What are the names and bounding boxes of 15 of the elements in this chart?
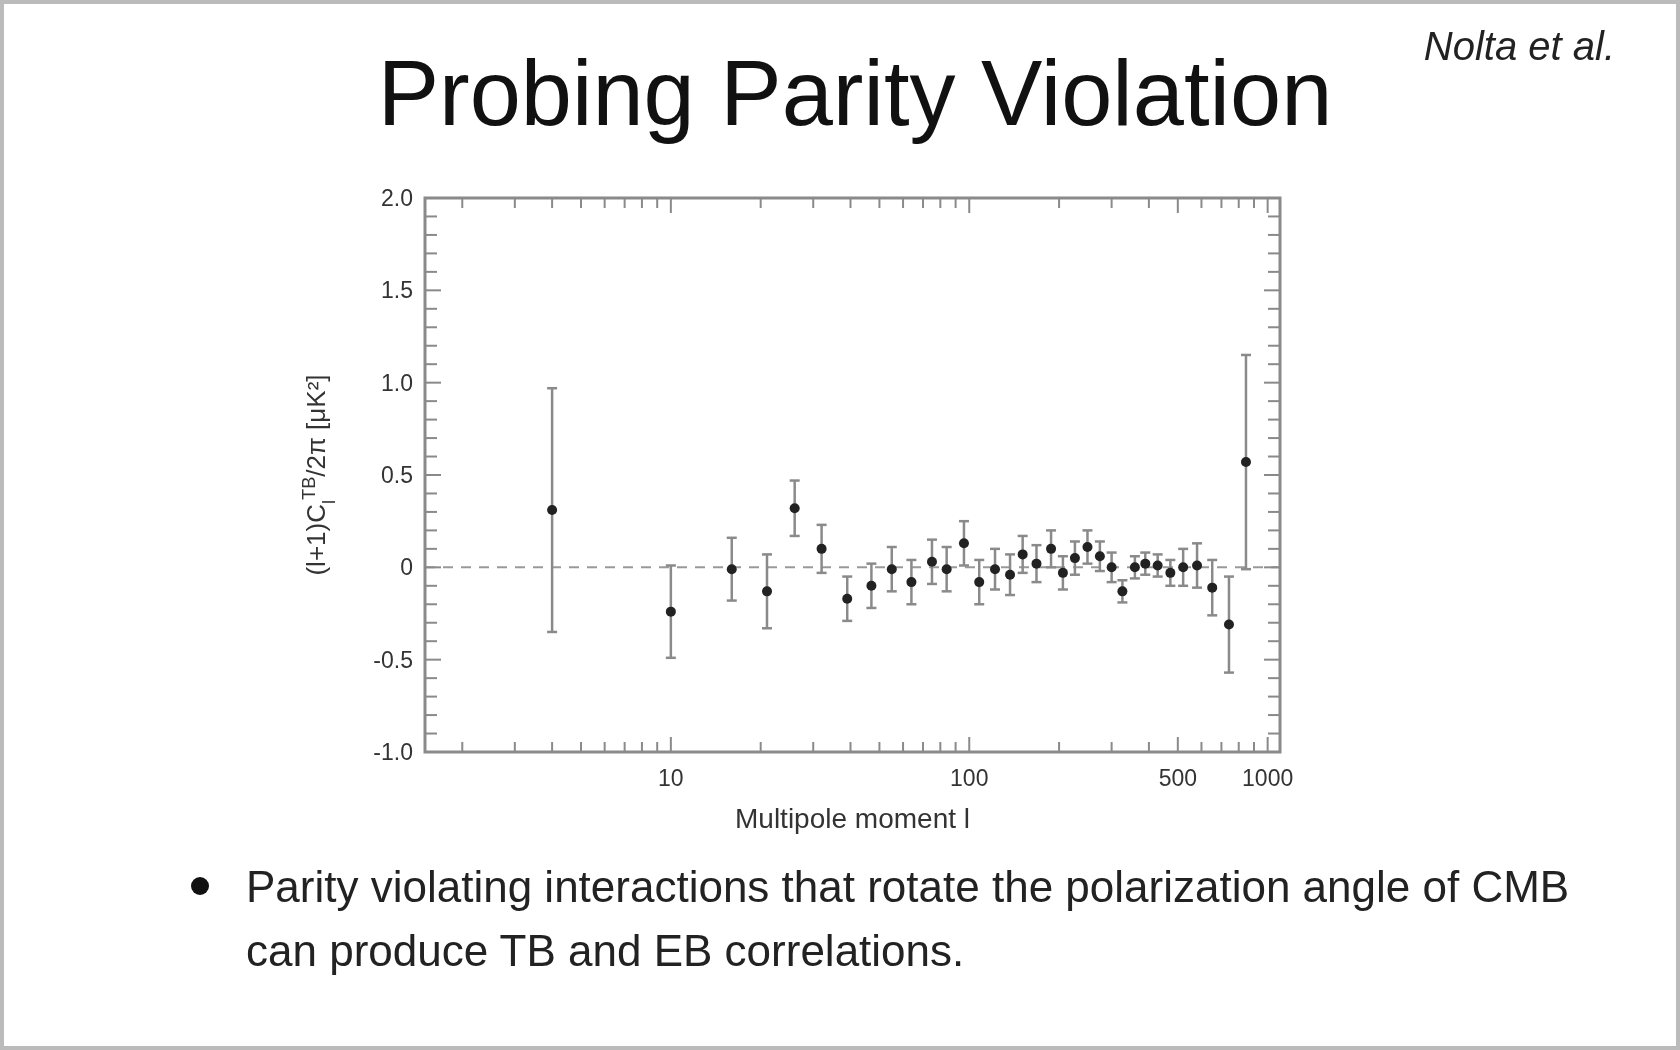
text: Parity violating interactions that rotate the polarization angle of CMB can produce TB and EB correlations. bbox=[246, 862, 1570, 975]
x-tick-label: 1000 bbox=[1242, 765, 1294, 791]
y-tick-label: -1.0 bbox=[373, 739, 413, 765]
y-tick-label: 0 bbox=[400, 554, 413, 581]
y-tick-label: 1.0 bbox=[381, 369, 413, 396]
chart-title: Probing Parity Violation bbox=[377, 42, 1333, 144]
y-tick-label: 2.0 bbox=[381, 185, 413, 211]
text: Nolta et al. bbox=[1423, 24, 1615, 68]
y-tick-label: 0.5 bbox=[381, 462, 413, 488]
y-tick-label: 1.5 bbox=[381, 277, 413, 304]
x-tick-label: 500 bbox=[1158, 765, 1198, 791]
y-tick-label: -0.5 bbox=[373, 646, 413, 673]
x-axis-title: Multipole moment l bbox=[735, 803, 970, 834]
x-tick-label: 10 bbox=[658, 765, 684, 791]
x-tick-label: 100 bbox=[950, 765, 989, 791]
